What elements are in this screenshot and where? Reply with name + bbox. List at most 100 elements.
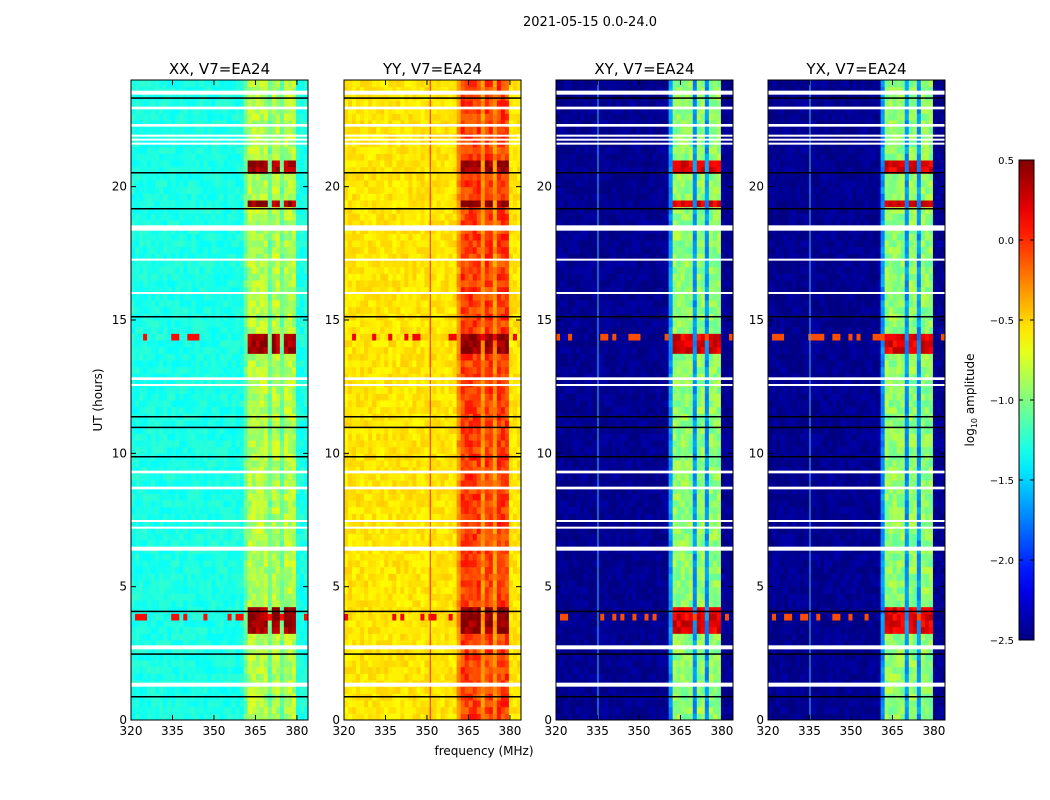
heatmap-cell [260,247,265,254]
heatmap-cell [143,400,148,407]
heatmap-cell [240,607,245,614]
heatmap-cell [505,633,510,640]
heatmap-cell [131,193,136,200]
heatmap-cell [244,667,249,674]
heatmap-cell [288,553,293,560]
heatmap-cell [155,420,160,427]
heatmap-cell [175,360,180,367]
heatmap-cell [191,260,196,267]
heatmap-cell [445,633,450,640]
heatmap-cell [211,247,216,254]
heatmap-cell [276,507,281,514]
heatmap-cell [211,493,216,500]
heatmap-cell [151,327,156,334]
heatmap-cell [276,207,281,214]
heatmap-cell [292,180,297,187]
heatmap-cell [288,327,293,334]
heatmap-cell [147,113,152,120]
heatmap-cell [433,700,438,707]
heatmap-cell [248,340,253,347]
heatmap-cell [376,667,381,674]
heatmap-cell [256,207,261,214]
heatmap-cell [264,233,269,240]
heatmap-cell [135,560,140,567]
heatmap-cell [232,500,237,507]
heatmap-cell [135,100,140,107]
heatmap-cell [477,633,482,640]
heatmap-cell [236,447,241,454]
heatmap-cell [288,587,293,594]
heatmap-cell [211,700,216,707]
heatmap-cell [151,240,156,247]
heatmap-cell [224,320,229,327]
heatmap-cell [248,447,253,454]
heatmap-cell [244,540,249,547]
heatmap-cell [248,187,253,194]
heatmap-cell [288,80,293,87]
heatmap-cell [260,367,265,374]
heatmap-cell [187,387,192,394]
heatmap-cell [264,113,269,120]
heatmap-cell [191,387,196,394]
heatmap-cell [167,280,172,287]
heatmap-cell [220,160,225,167]
heatmap-cell [252,160,257,167]
heatmap-cell [268,320,273,327]
heatmap-cell [183,533,188,540]
heatmap-cell [215,80,220,87]
heatmap-cell [211,273,216,280]
heatmap-cell [207,207,212,214]
heatmap-cell [139,660,144,667]
heatmap-cell [372,713,377,720]
heatmap-cell [155,493,160,500]
heatmap-cell [280,687,285,694]
heatmap-cell [348,713,353,720]
heatmap-cell [135,300,140,307]
heatmap-cell [276,333,281,340]
heatmap-cell [461,660,466,667]
heatmap-cell [191,580,196,587]
heatmap-cell [240,320,245,327]
heatmap-cell [360,613,365,620]
heatmap-cell [215,347,220,354]
heatmap-cell [207,147,212,154]
heatmap-cell [143,700,148,707]
heatmap-cell [236,613,241,620]
heatmap-cell [288,347,293,354]
heatmap-cell [348,633,353,640]
heatmap-cell [252,440,257,447]
heatmap-cell [292,420,297,427]
heatmap-cell [256,553,261,560]
heatmap-cell [272,607,277,614]
heatmap-cell [203,533,208,540]
heatmap-cell [352,613,357,620]
heatmap-cell [264,340,269,347]
heatmap-cells [344,80,522,721]
heatmap-cell [380,667,385,674]
heatmap-cell [256,200,261,207]
heatmap-cell [424,707,429,714]
heatmap-cell [420,673,425,680]
heatmap-cell [155,393,160,400]
heatmap-cell [199,447,204,454]
heatmap-cell [284,607,289,614]
heatmap-cell [384,667,389,674]
heatmap-cell [232,567,237,574]
heatmap-cell [151,433,156,440]
heatmap-cell [155,660,160,667]
heatmap-cell [284,493,289,500]
heatmap-cell [179,593,184,600]
heatmap-cell [348,673,353,680]
heatmap-cell [268,500,273,507]
heatmap-cell [445,700,450,707]
heatmap-cell [288,320,293,327]
heatmap-cell [167,187,172,194]
heatmap-cell [292,433,297,440]
heatmap-cell [147,367,152,374]
heatmap-cell [276,493,281,500]
heatmap-cell [244,387,249,394]
heatmap-cell [300,267,305,274]
heatmap-cell [388,660,393,667]
heatmap-cell [215,207,220,214]
heatmap-cell [300,687,305,694]
